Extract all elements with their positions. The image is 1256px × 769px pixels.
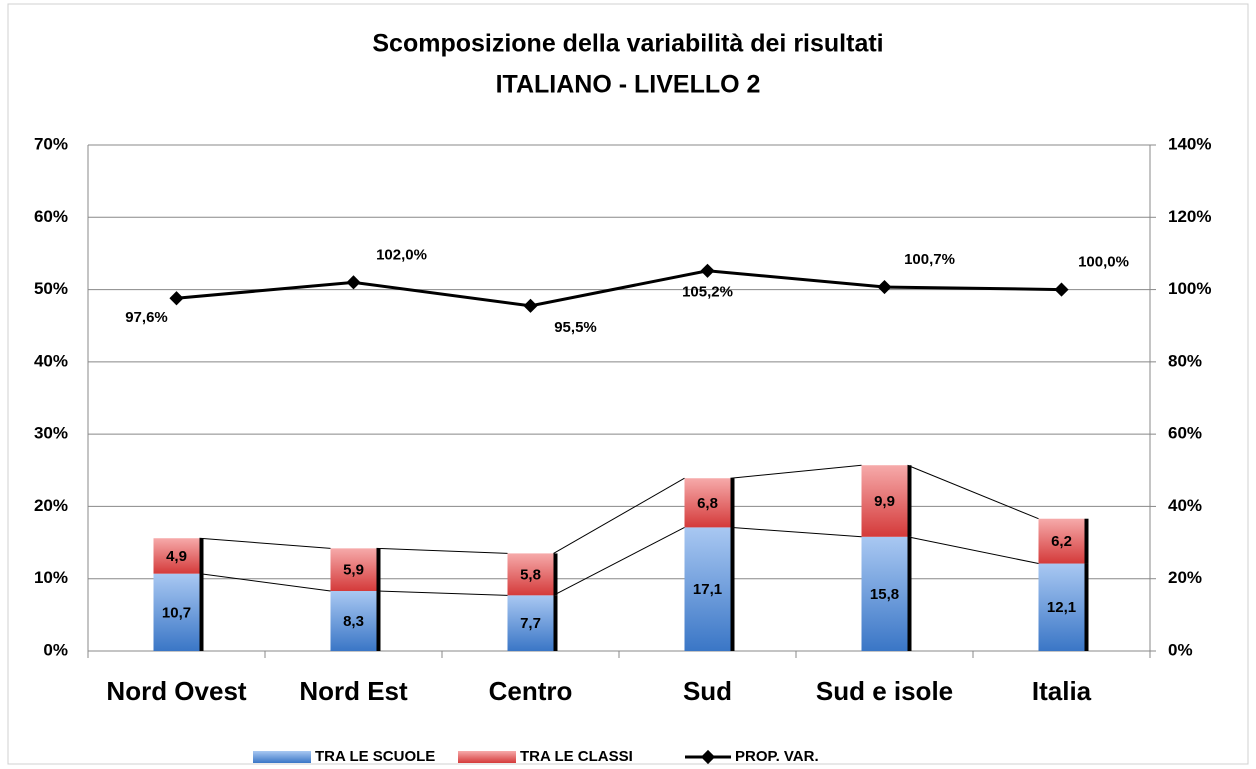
data-label: 5,9 [343, 562, 364, 579]
data-label: 6,2 [1051, 533, 1072, 550]
bar-shadow [1084, 518, 1089, 564]
data-label: 100,0% [1078, 254, 1129, 271]
line-marker [169, 291, 184, 306]
legend-swatch [253, 751, 311, 763]
x-tick-label: Nord Est [299, 676, 408, 706]
data-label: 95,5% [554, 319, 597, 336]
bar [1038, 563, 1085, 651]
x-tick-label: Sud [683, 676, 732, 706]
chart-frame [7, 3, 1249, 765]
x-tick-label: Sud e isole [816, 676, 953, 706]
bar-shadow [730, 478, 735, 528]
line-marker [877, 279, 892, 295]
bar-shadow [199, 573, 204, 651]
y2-tick-label: 20% [1168, 568, 1202, 587]
series-connector [376, 547, 508, 554]
legend-marker [700, 749, 716, 765]
y2-tick-label: 100% [1168, 279, 1211, 298]
legend-label: PROP. VAR. [735, 748, 819, 765]
line-marker [700, 263, 715, 278]
data-label: 12,1 [1047, 599, 1076, 616]
bar-shadow [199, 538, 204, 574]
series-connector [199, 537, 331, 549]
bar-shadow [730, 527, 735, 651]
data-label: 100,7% [904, 251, 955, 268]
data-label: 5,8 [520, 566, 541, 583]
y2-tick-label: 140% [1168, 134, 1211, 153]
data-label: 105,2% [682, 284, 733, 301]
data-label: 97,6% [125, 309, 168, 326]
series-connector [907, 464, 1039, 520]
bar [861, 465, 908, 537]
series-connector [730, 526, 862, 538]
legend-swatch [458, 751, 516, 763]
bar [1038, 518, 1085, 564]
y-tick-label: 10% [34, 568, 68, 587]
bar [153, 538, 200, 574]
y-tick-label: 30% [34, 424, 68, 443]
data-label: 10,7 [162, 604, 191, 621]
line-marker [346, 275, 361, 290]
chart-title: Scomposizione della variabilità dei risu… [372, 30, 883, 58]
bar-shadow [1084, 563, 1089, 651]
y2-tick-label: 80% [1168, 351, 1202, 370]
y-tick-label: 40% [34, 351, 68, 370]
y-tick-label: 0% [43, 640, 68, 659]
x-tick-label: Nord Ovest [106, 676, 246, 706]
bar-shadow [907, 465, 912, 537]
bar-shadow [376, 591, 381, 651]
y-tick-label: 60% [34, 207, 68, 226]
series-connector [553, 477, 685, 554]
bar [684, 527, 731, 651]
data-label: 17,1 [693, 581, 722, 598]
series-connector [199, 573, 331, 592]
series-connector [376, 590, 508, 596]
data-label: 102,0% [376, 246, 427, 263]
bar [330, 591, 377, 651]
line-marker [523, 298, 538, 313]
y2-tick-label: 120% [1168, 207, 1211, 226]
bar [861, 536, 908, 651]
legend-label: TRA LE SCUOLE [315, 748, 435, 765]
line [176, 269, 1062, 308]
line-marker [1054, 282, 1069, 297]
y-tick-label: 50% [34, 279, 68, 298]
bar [330, 548, 377, 592]
y2-tick-label: 40% [1168, 496, 1202, 515]
data-label: 15,8 [870, 586, 899, 603]
series-connector [730, 464, 862, 479]
series-connector [907, 536, 1039, 565]
y-tick-label: 20% [34, 496, 68, 515]
chart-subtitle: ITALIANO - LIVELLO 2 [496, 71, 761, 99]
bar-shadow [907, 536, 912, 651]
series-connector [553, 526, 685, 596]
bar [507, 553, 554, 596]
x-tick-label: Italia [1032, 676, 1092, 706]
data-label: 8,3 [343, 613, 364, 630]
bar-shadow [553, 595, 558, 651]
x-tick-label: Centro [489, 676, 573, 706]
data-label: 9,9 [874, 493, 895, 510]
bar [153, 573, 200, 651]
y2-tick-label: 0% [1168, 640, 1193, 659]
legend-label: TRA LE CLASSI [520, 748, 633, 765]
y-tick-label: 70% [34, 134, 68, 153]
bar [684, 478, 731, 528]
bar [507, 595, 554, 651]
y2-tick-label: 60% [1168, 424, 1202, 443]
data-label: 4,9 [166, 548, 187, 565]
bar-shadow [553, 553, 558, 596]
data-label: 7,7 [520, 615, 541, 632]
bar-shadow [376, 548, 381, 592]
data-label: 6,8 [697, 495, 718, 512]
